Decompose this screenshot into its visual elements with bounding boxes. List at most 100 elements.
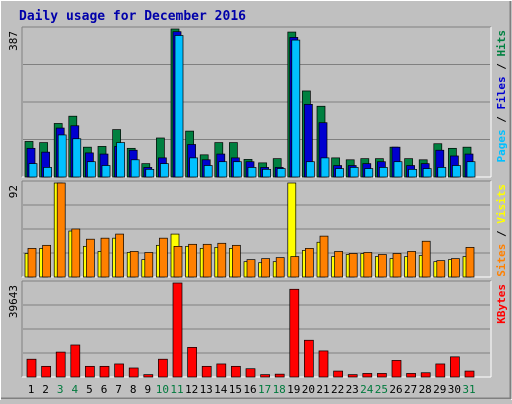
panel-2-max-label: 39643 bbox=[7, 285, 20, 318]
bar-pages-day-4 bbox=[72, 138, 82, 178]
day-label-27: 27 bbox=[404, 383, 417, 396]
panel-0-legend: Pages / Files / Hits bbox=[495, 30, 508, 163]
bar-kbytes-day-7 bbox=[114, 363, 124, 378]
day-label-18: 18 bbox=[273, 383, 286, 396]
bar-kbytes-day-9 bbox=[143, 374, 154, 378]
panel-1-legend-part-1: / bbox=[495, 224, 508, 244]
bar-sites-day-7 bbox=[115, 233, 124, 278]
bar-sites-day-10 bbox=[159, 237, 168, 278]
panel-2-legend: KBytes bbox=[495, 284, 508, 324]
bar-kbytes-day-30 bbox=[450, 356, 460, 378]
bar-sites-day-16 bbox=[246, 259, 256, 278]
bar-pages-day-5 bbox=[87, 161, 96, 178]
day-label-8: 8 bbox=[130, 383, 137, 396]
day-label-19: 19 bbox=[287, 383, 300, 396]
day-label-9: 9 bbox=[144, 383, 151, 396]
day-label-20: 20 bbox=[302, 383, 315, 396]
bar-pages-day-14 bbox=[218, 161, 228, 178]
bar-sites-day-30 bbox=[451, 258, 460, 278]
day-label-4: 4 bbox=[71, 383, 78, 396]
day-label-6: 6 bbox=[101, 383, 108, 396]
bar-sites-day-26 bbox=[392, 253, 402, 278]
bar-sites-day-13 bbox=[202, 243, 212, 278]
day-label-24: 24 bbox=[360, 383, 374, 396]
bar-sites-day-5 bbox=[86, 238, 95, 278]
bar-sites-day-2 bbox=[42, 244, 51, 278]
bar-kbytes-day-26 bbox=[391, 360, 402, 378]
bar-pages-day-2 bbox=[43, 167, 52, 178]
bar-pages-day-16 bbox=[247, 167, 257, 178]
bar-kbytes-day-1 bbox=[26, 358, 37, 378]
bar-kbytes-day-23 bbox=[347, 374, 358, 378]
bar-pages-day-21 bbox=[320, 157, 330, 178]
bar-pages-day-15 bbox=[233, 161, 242, 178]
day-label-16: 16 bbox=[243, 383, 256, 396]
bar-sites-day-22 bbox=[334, 251, 343, 278]
day-label-12: 12 bbox=[185, 383, 198, 396]
panel-0-legend-part-3: / bbox=[495, 57, 508, 77]
day-label-21: 21 bbox=[316, 383, 329, 396]
panel-1-legend: Sites / Visits bbox=[495, 184, 508, 277]
bar-kbytes-day-18 bbox=[274, 373, 285, 378]
bar-pages-day-28 bbox=[422, 168, 432, 178]
bar-kbytes-day-8 bbox=[128, 367, 139, 378]
bar-pages-day-10 bbox=[160, 163, 169, 178]
bar-pages-day-26 bbox=[393, 161, 403, 178]
day-label-30: 30 bbox=[448, 383, 461, 396]
panel-1-legend-part-2: Visits bbox=[495, 184, 508, 224]
bar-pages-day-9 bbox=[145, 169, 155, 178]
bar-pages-day-19 bbox=[291, 39, 301, 178]
bar-kbytes-day-25 bbox=[377, 373, 387, 378]
bar-sites-day-25 bbox=[378, 254, 387, 278]
day-label-22: 22 bbox=[331, 383, 344, 396]
day-label-11: 11 bbox=[170, 383, 183, 396]
panel-0-max-label: 387 bbox=[7, 31, 20, 51]
bar-kbytes-day-15 bbox=[231, 365, 241, 378]
bar-kbytes-day-4 bbox=[70, 344, 81, 378]
panel-2-legend-part-0: KBytes bbox=[495, 284, 508, 324]
bar-kbytes-day-22 bbox=[333, 370, 343, 378]
day-label-1: 1 bbox=[28, 383, 35, 396]
bar-sites-day-27 bbox=[407, 251, 416, 278]
bar-kbytes-day-14 bbox=[216, 363, 227, 378]
bar-pages-day-11 bbox=[174, 35, 184, 178]
bar-sites-day-15 bbox=[232, 244, 241, 278]
bar-pages-day-8 bbox=[130, 159, 140, 178]
bar-pages-day-18 bbox=[276, 168, 286, 178]
day-label-25: 25 bbox=[375, 383, 388, 396]
bar-pages-day-25 bbox=[379, 167, 388, 178]
bar-kbytes-day-27 bbox=[406, 373, 416, 378]
bar-sites-day-31 bbox=[465, 247, 475, 278]
bar-kbytes-day-3 bbox=[55, 351, 66, 378]
bar-sites-day-4 bbox=[71, 228, 81, 278]
chart-title: Daily usage for December 2016 bbox=[19, 9, 246, 24]
bar-pages-day-17 bbox=[262, 169, 271, 178]
bar-pages-day-31 bbox=[466, 161, 476, 178]
bar-sites-day-1 bbox=[27, 248, 37, 278]
panel-1-legend-part-0: Sites bbox=[495, 244, 508, 277]
day-label-5: 5 bbox=[86, 383, 93, 396]
bar-kbytes-day-2 bbox=[41, 365, 51, 378]
bar-sites-day-3 bbox=[56, 182, 66, 278]
bar-pages-day-20 bbox=[306, 161, 315, 178]
day-label-15: 15 bbox=[229, 383, 242, 396]
bar-pages-day-27 bbox=[408, 169, 417, 178]
day-label-29: 29 bbox=[433, 383, 446, 396]
bar-kbytes-day-28 bbox=[420, 372, 431, 378]
day-label-13: 13 bbox=[200, 383, 213, 396]
day-label-26: 26 bbox=[389, 383, 402, 396]
bar-pages-day-1 bbox=[28, 163, 38, 178]
day-label-28: 28 bbox=[419, 383, 432, 396]
bar-sites-day-17 bbox=[261, 258, 270, 278]
bar-sites-day-23 bbox=[348, 253, 358, 278]
bar-sites-day-18 bbox=[275, 257, 285, 278]
bar-pages-day-23 bbox=[349, 167, 359, 178]
day-label-2: 2 bbox=[42, 383, 49, 396]
bar-sites-day-6 bbox=[100, 237, 110, 278]
bar-kbytes-day-12 bbox=[187, 347, 197, 378]
bar-pages-day-30 bbox=[452, 165, 461, 178]
bar-sites-day-19 bbox=[290, 256, 300, 278]
day-label-31: 31 bbox=[462, 383, 475, 396]
bar-kbytes-day-17 bbox=[260, 374, 270, 378]
